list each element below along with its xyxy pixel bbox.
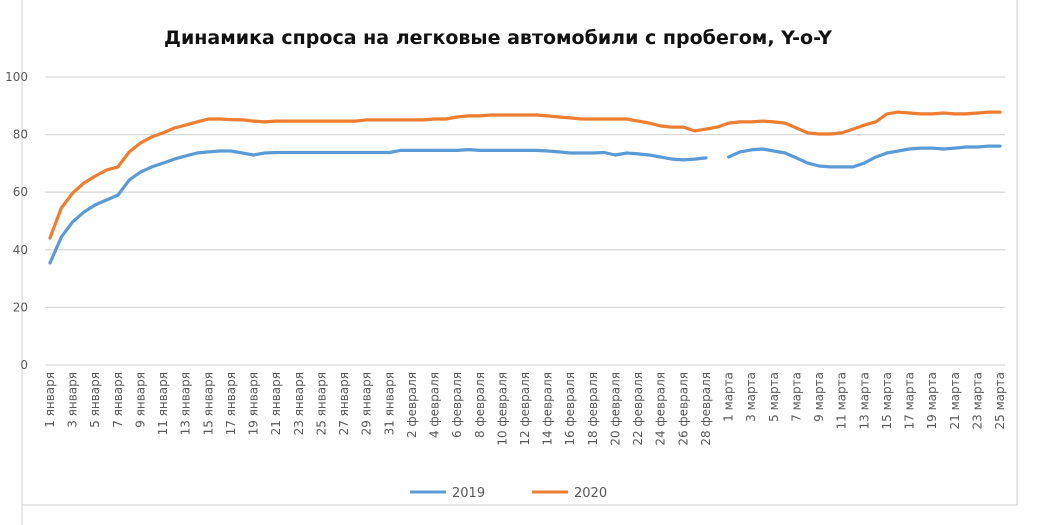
x-tick-label: 1 марта (722, 372, 736, 422)
x-tick-label: 11 марта (835, 372, 849, 429)
x-tick-label: 15 марта (880, 372, 894, 429)
x-tick-label: 7 января (111, 372, 125, 428)
x-tick-label: 13 марта (857, 372, 871, 429)
x-tick-label: 21 марта (948, 372, 962, 429)
x-tick-label: 31 января (382, 372, 396, 435)
legend: 2019 2020 (410, 486, 607, 501)
x-tick-label: 26 февраля (676, 372, 690, 446)
x-tick-label: 7 марта (789, 372, 803, 422)
x-tick-label: 8 февраля (473, 372, 487, 438)
x-tick-label: 6 февраля (450, 372, 464, 438)
x-tick-label: 18 февраля (586, 372, 600, 446)
x-tick-label: 13 января (179, 372, 193, 435)
legend-label-2020: 2020 (574, 486, 607, 501)
x-tick-label: 5 марта (767, 372, 781, 422)
x-tick-label: 3 января (66, 372, 80, 428)
series-line-2019 (48, 144, 1002, 265)
x-tick-label: 11 января (156, 372, 170, 435)
x-tick-label: 14 февраля (541, 372, 555, 446)
x-tick-label: 4 февраля (428, 372, 442, 438)
x-tick-label: 23 января (292, 372, 306, 435)
y-tick-label: 0 (20, 358, 28, 372)
x-tick-label: 19 января (247, 372, 261, 435)
y-tick-label: 40 (13, 243, 28, 257)
chart-title: Динамика спроса на легковые автомобили с… (164, 27, 832, 49)
x-tick-label: 24 февраля (654, 372, 668, 446)
y-tick-label: 100 (5, 70, 28, 84)
x-tick-label: 2 февраля (405, 372, 419, 438)
x-tick-label: 23 марта (970, 372, 984, 429)
x-tick-label: 10 февраля (495, 372, 509, 446)
legend-label-2019: 2019 (452, 486, 485, 501)
x-tick-label: 29 января (360, 372, 374, 435)
y-tick-label: 20 (13, 300, 28, 314)
x-tick-label: 9 марта (812, 372, 826, 422)
x-tick-label: 17 марта (903, 372, 917, 429)
x-tick-label: 15 января (201, 372, 215, 435)
series-line-2020 (48, 110, 1002, 240)
x-tick-label: 3 марта (744, 372, 758, 422)
x-tick-label: 25 января (314, 372, 328, 435)
x-tick-label: 9 января (133, 372, 147, 428)
x-tick-label: 12 февраля (518, 372, 532, 446)
x-tick-label: 20 февраля (608, 372, 622, 446)
x-tick-label: 1 января (43, 372, 57, 428)
x-tick-label: 25 марта (993, 372, 1007, 429)
x-tick-label: 16 февраля (563, 372, 577, 446)
y-tick-label: 60 (13, 185, 28, 199)
x-tick-label: 28 февраля (699, 372, 713, 446)
x-tick-label: 22 февраля (631, 372, 645, 446)
y-tick-label: 80 (13, 128, 28, 142)
x-tick-label: 19 марта (925, 372, 939, 429)
x-tick-label: 21 января (269, 372, 283, 435)
x-tick-label: 27 января (337, 372, 351, 435)
x-tick-label: 17 января (224, 372, 238, 435)
x-tick-label: 5 января (88, 372, 102, 428)
